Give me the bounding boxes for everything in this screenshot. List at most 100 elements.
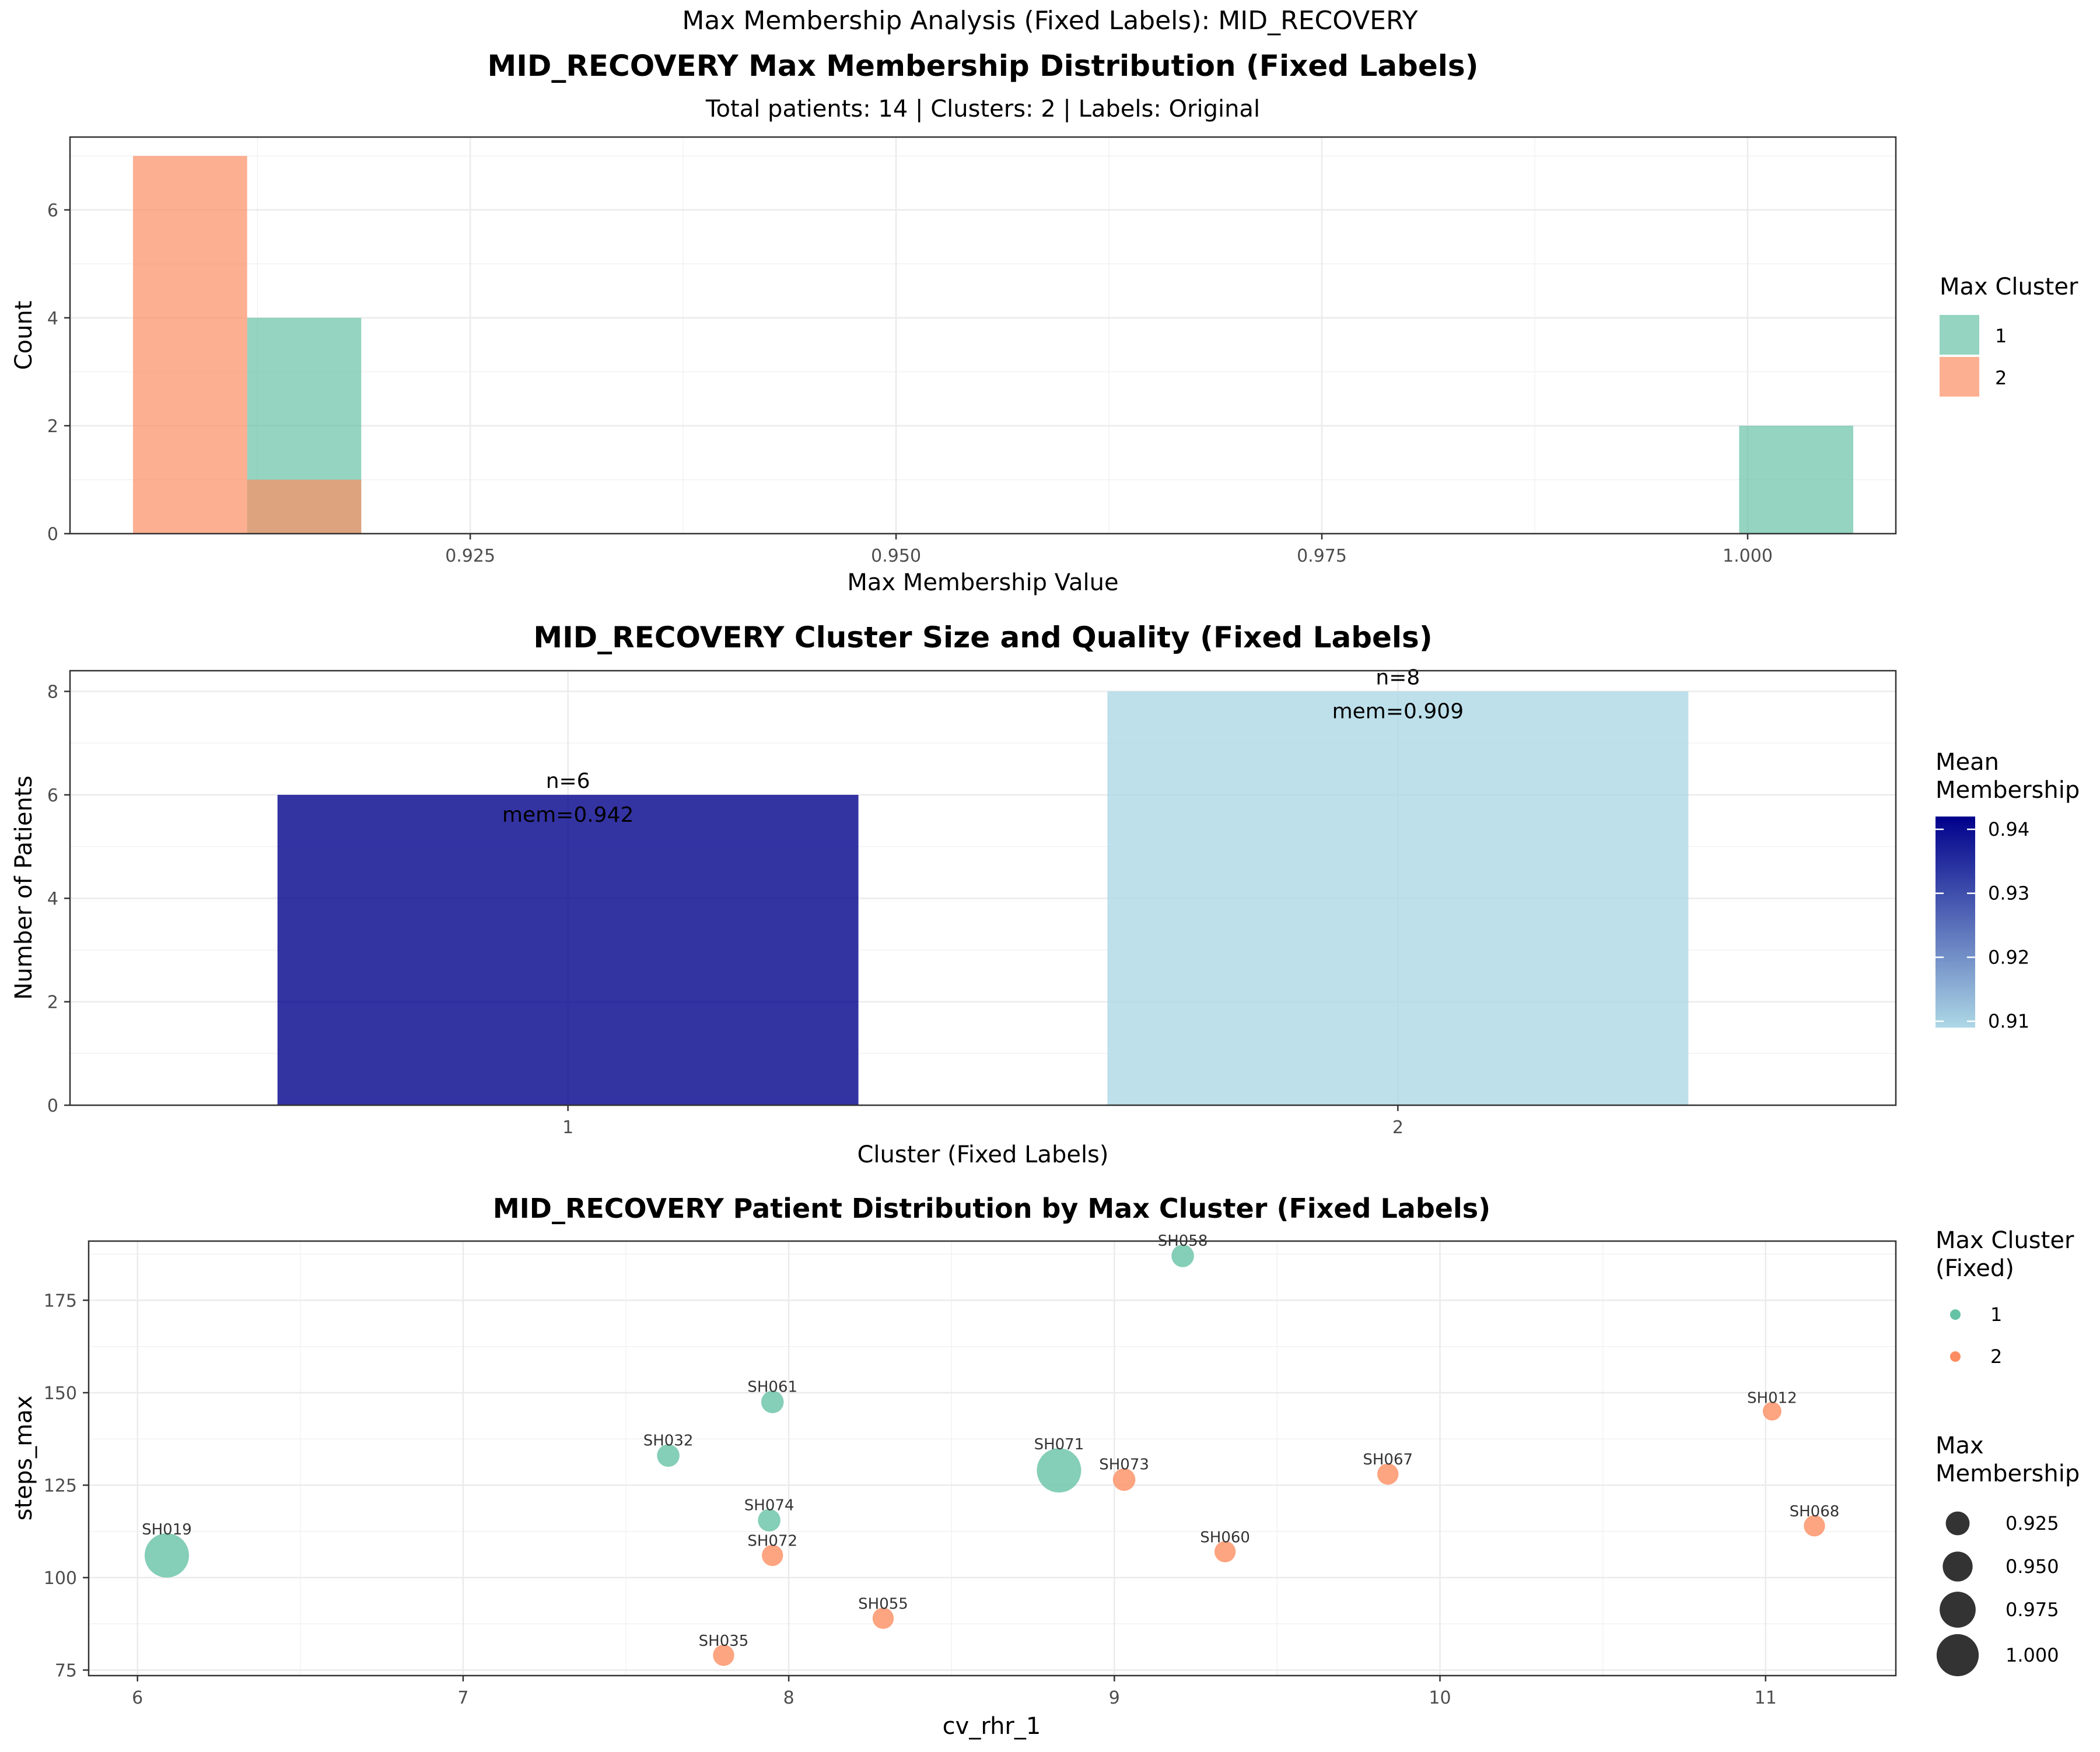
hist-ytick-label: 4 — [47, 309, 58, 329]
scatter-xtick-label: 6 — [132, 1688, 143, 1708]
size-legend-circle-3 — [1936, 1634, 1979, 1677]
size-xtick-label: 1 — [562, 1117, 573, 1138]
scatter-ytick-label: 125 — [44, 1476, 77, 1496]
hist-bar-cluster-2-0 — [133, 156, 247, 534]
scatter-point-label: SH068 — [1790, 1503, 1840, 1520]
scatter-point-SH035 — [713, 1644, 734, 1666]
size-ytick-label: 8 — [47, 682, 58, 702]
scatter-xtick-label: 9 — [1109, 1688, 1120, 1708]
size-ytick-label: 4 — [47, 889, 58, 909]
scatter-point-label: SH035 — [699, 1632, 749, 1650]
scatter-point-SH012 — [1762, 1401, 1782, 1421]
scatter-point-SH060 — [1214, 1541, 1236, 1562]
size-legend-title-line2: Membership — [1936, 1460, 2080, 1487]
hist-bar-cluster-2-1 — [247, 479, 362, 534]
scatter-point-label: SH072 — [747, 1533, 797, 1550]
colorbar-tick-label: 0.93 — [1988, 882, 2029, 905]
scatter-panel: MID_RECOVERY Patient Distribution by Max… — [10, 1193, 2080, 1740]
size-legend-label: 1.000 — [2006, 1644, 2059, 1666]
size-legend-circle-0 — [1945, 1511, 1970, 1536]
size-ytick-label: 6 — [47, 786, 58, 806]
hist-xtick-label: 0.975 — [1297, 546, 1347, 566]
size-legend-circle-1 — [1943, 1551, 1973, 1582]
hist-xtick-label: 1.000 — [1723, 546, 1773, 566]
colorbar-tick-label: 0.92 — [1988, 946, 2029, 968]
scatter-point-label: SH012 — [1747, 1390, 1797, 1407]
scatter-point-SH019 — [144, 1533, 189, 1578]
scatter-point-label: SH032 — [643, 1432, 694, 1449]
scatter-legend: Max Cluster (Fixed) 1 2 Max Membership 0… — [1936, 1227, 2080, 1677]
bar-count-label: n=6 — [546, 769, 590, 793]
cluster-size-frame — [69, 670, 1897, 1106]
bar-mem-label: mem=0.909 — [1332, 699, 1464, 723]
scatter-legend-label-cluster-1: 1 — [1990, 1304, 2002, 1326]
size-ytick-label: 2 — [47, 993, 58, 1013]
hist-bar-cluster-1-1 — [1739, 425, 1854, 534]
mean-membership-colorbar — [1936, 817, 1975, 1028]
scatter-grid — [89, 1241, 1896, 1676]
scatter-point-SH058 — [1171, 1245, 1194, 1267]
cluster-bar-1 — [277, 794, 859, 1105]
size-legend-circle-2 — [1940, 1592, 1976, 1628]
cluster-size-ylabel: Number of Patients — [10, 776, 37, 1000]
hist-ytick-label: 6 — [47, 201, 58, 221]
scatter-point-SH068 — [1804, 1515, 1825, 1537]
mean-membership-legend-title-line2: Membership — [1936, 777, 2080, 804]
hist-xtick-label: 0.950 — [871, 546, 921, 566]
cluster-size-title: MID_RECOVERY Cluster Size and Quality (F… — [533, 621, 1432, 654]
scatter-point-label: SH073 — [1099, 1456, 1149, 1474]
figure-suptitle: Max Membership Analysis (Fixed Labels): … — [682, 6, 1418, 36]
scatter-color-legend-title-line1: Max Cluster — [1936, 1227, 2074, 1254]
legend-label-cluster-2: 2 — [1995, 367, 2007, 389]
mean-membership-legend-title-line1: Mean — [1936, 749, 1999, 776]
scatter-ytick-label: 175 — [44, 1291, 77, 1311]
legend-key-cluster-1 — [1940, 315, 1979, 355]
histogram-legend-title: Max Cluster — [1940, 274, 2078, 300]
scatter-ticks: 6 7 8 9 10 11 75 100 125 150 175 — [44, 1291, 1777, 1708]
colorbar-ticks: 0.94 0.93 0.92 0.91 — [1936, 818, 2029, 1032]
legend-key-cluster-2 — [1940, 357, 1979, 397]
scatter-point-SH071 — [1037, 1448, 1082, 1493]
scatter-ylabel: steps_max — [10, 1396, 37, 1521]
bar-mem-label: mem=0.942 — [502, 803, 634, 827]
scatter-point-label: SH074 — [744, 1497, 794, 1514]
scatter-point-SH067 — [1377, 1463, 1399, 1485]
cluster-size-ticks: 0 2 4 6 8 1 2 — [47, 682, 1404, 1138]
scatter-legend-dot-cluster-2 — [1950, 1351, 1961, 1362]
colorbar-tick-label: 0.91 — [1988, 1010, 2029, 1032]
scatter-point-label: SH061 — [747, 1379, 797, 1396]
histogram-subtitle: Total patients: 14 | Clusters: 2 | Label… — [705, 96, 1260, 122]
hist-xtick-label: 0.925 — [445, 546, 495, 566]
scatter-ytick-label: 150 — [44, 1383, 77, 1404]
scatter-point-SH072 — [762, 1544, 783, 1567]
scatter-xlabel: cv_rhr_1 — [943, 1713, 1041, 1740]
scatter-point-label: SH071 — [1034, 1436, 1084, 1453]
scatter-point-SH055 — [872, 1607, 894, 1629]
scatter-point-label: SH055 — [858, 1596, 908, 1613]
scatter-color-legend-title-line2: (Fixed) — [1936, 1255, 2014, 1282]
hist-ytick-label: 2 — [47, 416, 58, 437]
histogram-frame — [69, 136, 1897, 535]
hist-ytick-label: 0 — [47, 524, 58, 545]
cluster-size-panel: MID_RECOVERY Cluster Size and Quality (F… — [10, 621, 2080, 1168]
scatter-point-SH032 — [657, 1444, 680, 1467]
mean-membership-legend: Mean Membership 0.94 0.93 0.92 0.91 — [1936, 749, 2080, 1032]
size-ytick-label: 0 — [47, 1096, 58, 1116]
scatter-point-SH061 — [761, 1390, 784, 1414]
size-legend-label: 0.950 — [2006, 1555, 2059, 1578]
scatter-xtick-label: 11 — [1755, 1688, 1777, 1708]
scatter-point-label: SH067 — [1363, 1451, 1413, 1469]
size-xtick-label: 2 — [1392, 1117, 1404, 1138]
cluster-bar-2 — [1107, 691, 1689, 1105]
histogram-xlabel: Max Membership Value — [847, 569, 1118, 596]
scatter-legend-label-cluster-2: 2 — [1990, 1345, 2002, 1368]
scatter-xtick-label: 10 — [1429, 1688, 1451, 1708]
size-legend-label: 0.975 — [2006, 1599, 2059, 1621]
scatter-ytick-label: 100 — [44, 1568, 77, 1589]
cluster-size-xlabel: Cluster (Fixed Labels) — [857, 1141, 1108, 1168]
colorbar-tick-label: 0.94 — [1988, 818, 2029, 840]
scatter-legend-dot-cluster-1 — [1950, 1309, 1961, 1320]
histogram-ticks: 0.925 0.950 0.975 1.000 0 2 4 6 — [47, 201, 1773, 566]
